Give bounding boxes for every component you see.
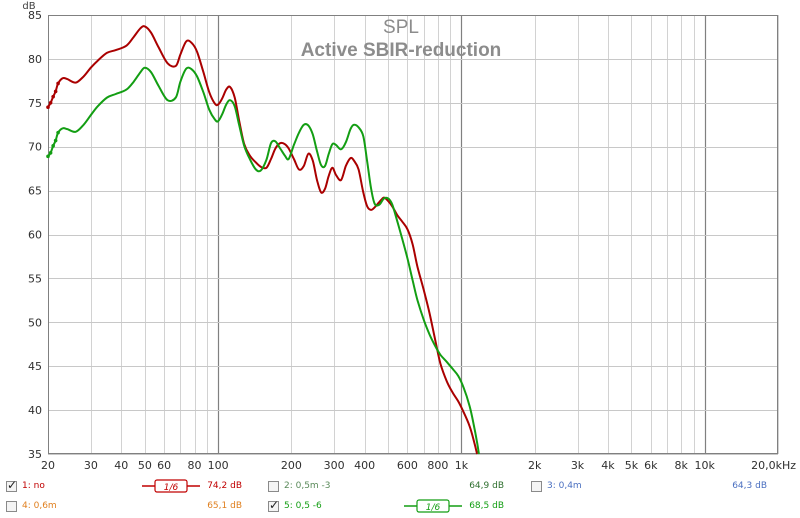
chart-subtitle: Active SBIR-reduction xyxy=(301,40,502,61)
series-point-1 xyxy=(46,105,50,109)
plot-border xyxy=(48,15,778,454)
y-tick-label: 50 xyxy=(28,316,42,329)
series-group xyxy=(46,25,480,455)
series-point-5 xyxy=(46,154,50,159)
x-tick-labels: 20 30 40 50 60 80 100 200 300 400 600 800 1k 2k 3k 4k 5k… xyxy=(41,459,796,472)
series-line-1 xyxy=(47,25,479,455)
x-tick-label: 10k xyxy=(695,459,716,472)
legend-checkbox[interactable]: ✓ xyxy=(6,478,18,492)
x-tick-label: 300 xyxy=(324,459,345,472)
legend-label[interactable]: 1: no xyxy=(22,481,45,491)
y-tick-label: 60 xyxy=(28,229,42,242)
plot-frame xyxy=(48,15,778,454)
y-tick-label: 40 xyxy=(28,404,42,417)
legend-label[interactable]: 3: 0,4m xyxy=(547,481,582,491)
y-axis-label: dB xyxy=(22,1,35,12)
y-tick-label: 85 xyxy=(28,9,42,22)
x-tick-label: 1k xyxy=(455,459,469,472)
legend-value: 68,5 dB xyxy=(469,501,504,511)
x-tick-label: 50 xyxy=(138,459,152,472)
y-tick-label: 65 xyxy=(28,185,42,198)
y-tick-labels: 35 40 45 50 55 60 65 70 75 80 85 xyxy=(28,9,42,461)
x-tick-label: 200 xyxy=(281,459,302,472)
x-tick-label: 60 xyxy=(157,459,171,472)
series-point-1 xyxy=(53,89,58,94)
x-tick-label: 30 xyxy=(84,459,98,472)
chart-title: SPL xyxy=(383,17,419,38)
legend-panel: ✓ 1: no 1/6 74,2 dB 2: 0,5m -3 64,9 dB 3: 0,4m… xyxy=(0,474,800,518)
y-tick-label: 45 xyxy=(28,360,42,373)
x-tick-label: 20 xyxy=(41,459,55,472)
legend-checkbox[interactable] xyxy=(531,481,542,492)
legend-label[interactable]: 5: 0,5 -6 xyxy=(284,501,322,511)
x-tick-label: 5k xyxy=(625,459,639,472)
x-tick-label: 40 xyxy=(114,459,128,472)
x-tick-label: 8k xyxy=(674,459,688,472)
legend-checkbox[interactable]: ✓ xyxy=(268,498,280,512)
spl-chart: SPL Active SBIR-reduction dB 35 40 45 50 55 6… xyxy=(0,0,800,474)
series-point-5 xyxy=(56,130,60,135)
x-tick-label: 3k xyxy=(571,459,585,472)
series-point-5 xyxy=(51,144,55,148)
smoothing-indicator[interactable]: 1/6 xyxy=(142,479,200,493)
y-tick-label: 70 xyxy=(28,141,42,154)
legend-label[interactable]: 2: 0,5m -3 xyxy=(284,481,331,491)
legend-value: 74,2 dB xyxy=(207,481,242,491)
x-tick-label: 100 xyxy=(208,459,229,472)
y-tick-label: 35 xyxy=(28,448,42,461)
x-tick-label: 6k xyxy=(644,459,658,472)
legend-value: 64,3 dB xyxy=(732,481,767,491)
series-point-5 xyxy=(53,138,58,143)
checkmark-icon: ✓ xyxy=(7,478,18,492)
smoothing-indicator[interactable]: 1/6 xyxy=(404,499,462,513)
y-tick-label: 75 xyxy=(28,97,42,110)
legend-checkbox[interactable] xyxy=(6,501,17,512)
x-tick-label: 2k xyxy=(528,459,542,472)
series-point-1 xyxy=(56,81,60,86)
legend-value: 65,1 dB xyxy=(207,501,242,511)
legend-value: 64,9 dB xyxy=(469,481,504,491)
x-tick-label: 600 xyxy=(397,459,418,472)
legend-checkbox[interactable] xyxy=(268,481,279,492)
y-tick-label: 55 xyxy=(28,272,42,285)
x-tick-label: 80 xyxy=(188,459,202,472)
x-tick-label: 4k xyxy=(601,459,615,472)
x-tick-label: 800 xyxy=(427,459,448,472)
smoothing-label: 1/6 xyxy=(164,483,179,493)
legend-label[interactable]: 4: 0,6m xyxy=(22,501,57,511)
plot-background xyxy=(0,0,800,474)
series-line-5 xyxy=(47,66,480,455)
y-tick-label: 80 xyxy=(28,53,42,66)
series-point-1 xyxy=(51,94,55,99)
series-point-1 xyxy=(48,101,53,105)
series-point-5 xyxy=(48,151,53,155)
x-tick-label: 20,0kHz xyxy=(751,459,796,472)
x-tick-label: 400 xyxy=(354,459,375,472)
checkmark-icon: ✓ xyxy=(269,498,280,512)
smoothing-label: 1/6 xyxy=(426,503,441,513)
